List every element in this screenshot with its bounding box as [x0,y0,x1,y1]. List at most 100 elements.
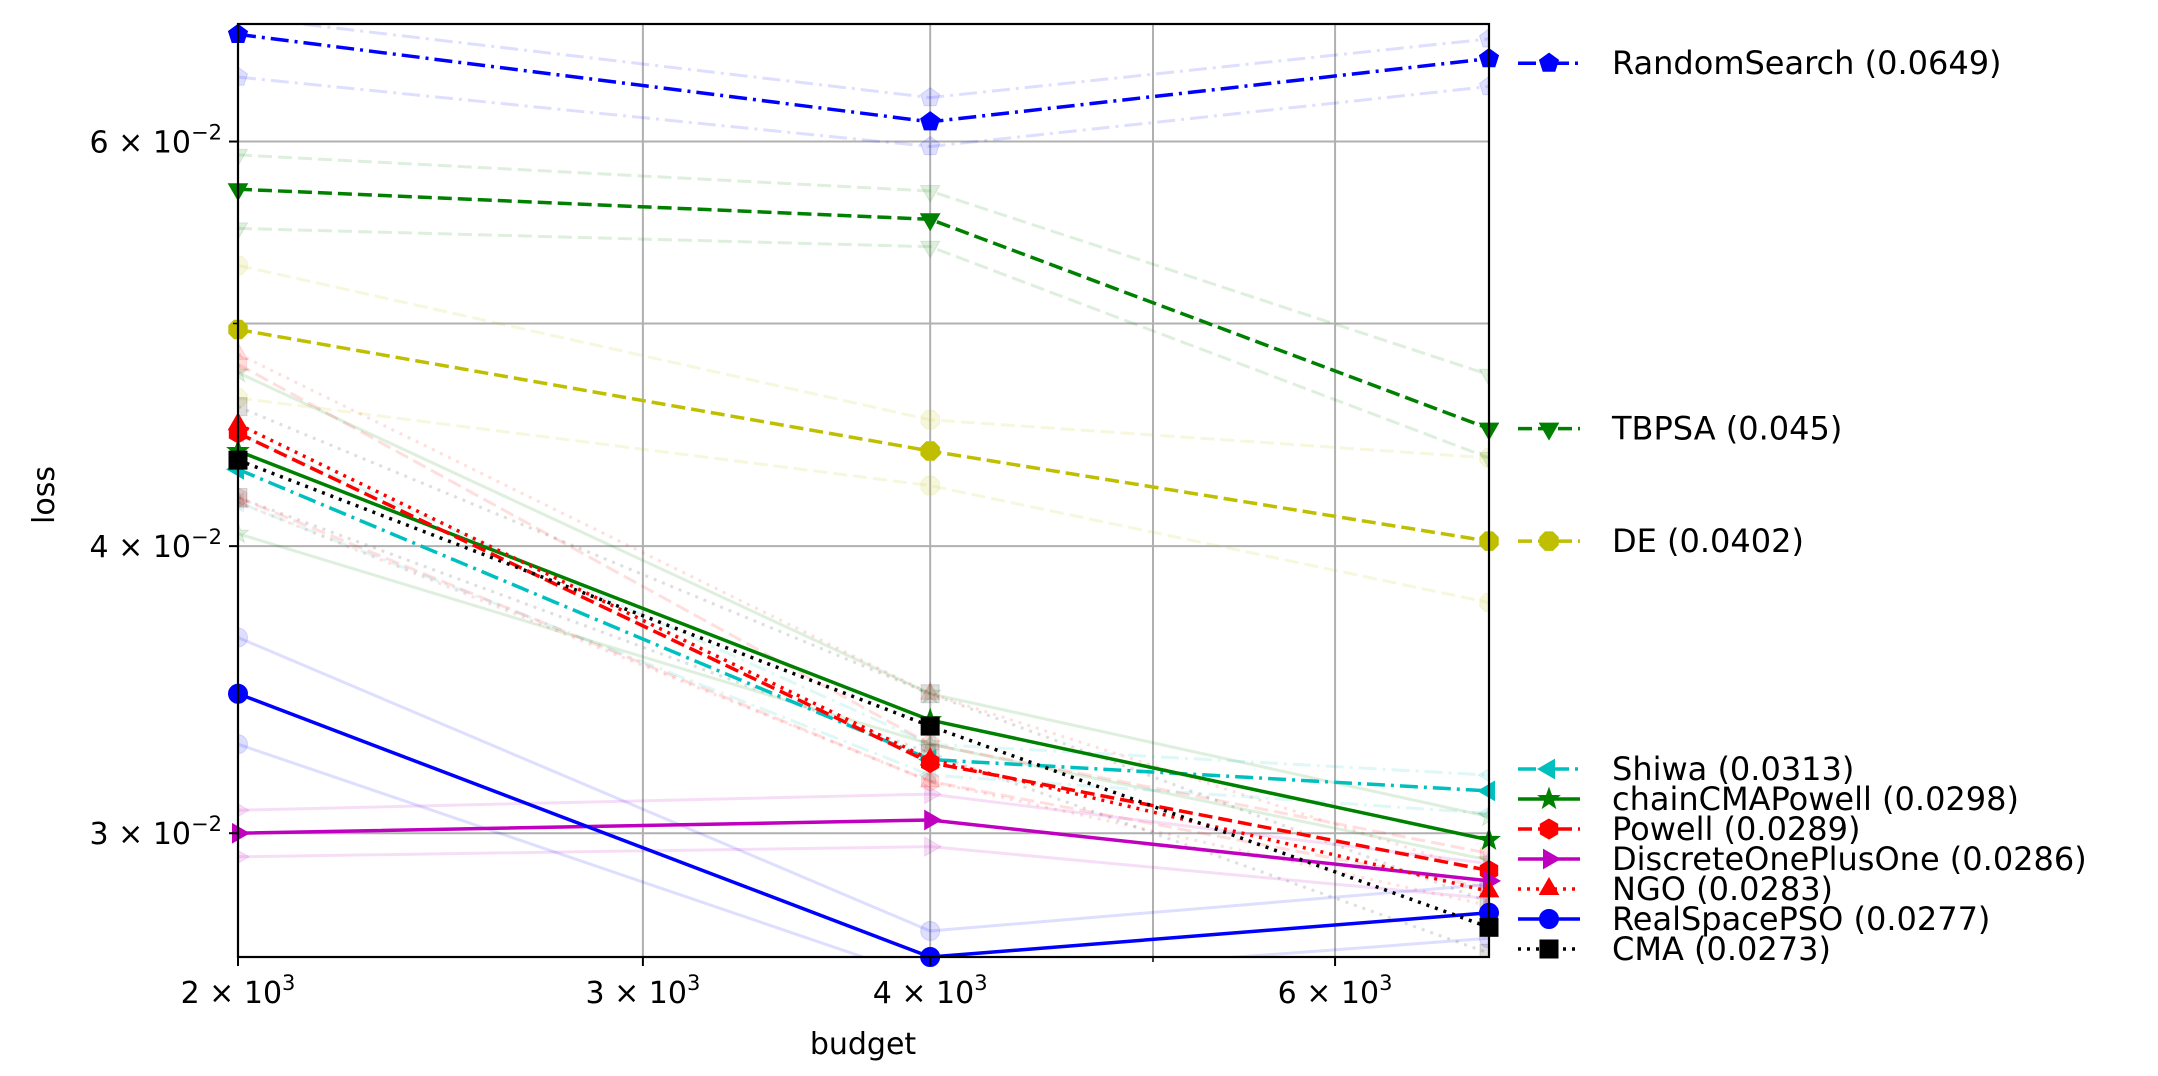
x-tick-label: 3 × 103 [585,971,700,1011]
legend-entry-chaincmapowell: chainCMAPowell (0.0298) [1518,780,2019,818]
faint-series-point [1478,451,1489,470]
legend-label: DiscreteOnePlusOne (0.0286) [1612,840,2087,878]
faint-series-point [920,86,941,107]
y-axis: 3 × 10−2 4 × 10−2 6 × 10−2 [90,121,238,852]
faint-series-point [238,353,248,375]
faint-series-line [238,636,1489,933]
faint-series-line [238,371,1489,819]
faint-series-point [238,734,248,755]
legend-entry-ngo: NGO (0.0283) [1518,870,1833,908]
faint-series-layer [238,24,1489,957]
legend-entry-shiwa: Shiwa (0.0313) [1518,750,1854,788]
faint-series-point [1479,892,1489,912]
legend-label: TBPSA (0.045) [1611,410,1842,448]
faint-series-point [921,770,940,792]
legend-entry-discreteoneplusone: DiscreteOnePlusOne (0.0286) [1518,840,2087,878]
faint-series-point [1477,804,1489,827]
faint-series-point [238,490,249,509]
faint-series-point [920,475,940,496]
legend-marker [1539,909,1559,929]
faint-series-point [238,222,249,241]
faint-series-line [238,226,1489,460]
x-axis-title: budget [810,1027,917,1062]
legend-entry-realspacepso: RealSpacePSO (0.0277) [1518,900,1990,938]
series-line-realspacepso [238,692,1489,957]
legend-label: CMA (0.0273) [1612,930,1831,968]
x-tick-label: 6 × 103 [1278,971,1393,1011]
faint-series-line [288,24,1489,100]
faint-series-line [238,431,1489,777]
faint-series-line [238,396,1489,605]
faint-series-point [238,487,248,507]
faint-series-line [238,405,1489,904]
data-point-cma [920,716,940,736]
legend-marker [1536,758,1555,780]
faint-series-point [1478,75,1489,96]
legend-marker [1538,52,1560,72]
faint-series-point [1479,592,1489,613]
faint-series-point [1477,768,1489,783]
series-layer [238,32,1489,957]
series-line-de [238,327,1489,543]
faint-series-line [238,496,1489,955]
legend: RandomSearch (0.0649) TBPSA (0.045) DE (0.… [1518,44,2087,968]
faint-series-point [924,836,943,857]
faint-series-point [924,783,943,805]
faint-series-line [238,496,1489,890]
faint-series-line [238,153,1489,377]
faint-series-point [238,66,249,86]
faint-series-point [238,148,249,167]
faint-series-line [238,75,1489,149]
faint-series-line [238,742,1489,957]
faint-series-point [238,255,248,276]
data-point-de [920,441,940,461]
faint-series-point [238,803,251,818]
plot-frame [236,22,1491,959]
legend-label: Powell (0.0289) [1612,810,1860,848]
faint-series-line [238,263,1489,460]
legend-marker [1537,786,1561,810]
faint-series-line [238,500,1489,908]
faint-series-point [1479,448,1489,468]
faint-series-point [1478,28,1489,48]
faint-series-point [920,920,941,941]
legend-entry-de: DE (0.0402) [1518,522,1804,560]
faint-series-line [238,352,1489,876]
faint-series-line [238,532,1489,862]
x-tick-label: 4 × 103 [873,971,988,1011]
faint-series-line [238,362,1489,855]
faint-series-point [920,684,940,704]
faint-series-point [238,486,248,509]
x-axis: 2 × 103 3 × 103 4 × 103 6 × 103 [181,957,1393,1011]
legend-entry-powell: Powell (0.0289) [1518,810,1860,848]
faint-series-line [238,845,1489,900]
faint-series-point [918,733,937,755]
legend-label: Shiwa (0.0313) [1612,750,1854,788]
data-point-ngo [919,747,941,766]
y-axis-title: loss [27,466,62,524]
faint-series-point [238,849,250,864]
faint-series-point [238,341,249,360]
faint-series-point [919,681,941,700]
faint-series-point [238,627,248,648]
faint-series-point [919,769,941,788]
faint-series-point [920,410,940,430]
faint-series-point [919,185,941,203]
data-point-discreteoneplusone [924,809,943,831]
series-line-randomsearch [238,32,1489,124]
series-line-discreteoneplusone [238,818,1489,883]
faint-series-point [1478,368,1489,387]
data-point-shiwa [1476,780,1495,802]
legend-marker [1539,531,1559,551]
legend-label: DE (0.0402) [1612,522,1804,560]
faint-series-point [238,397,248,417]
faint-series-point [238,24,245,26]
y-tick-label: 3 × 10−2 [90,812,222,852]
legend-marker [1538,422,1560,441]
faint-series-point [238,360,250,383]
faint-series-point [919,240,941,259]
x-tick-label: 2 × 103 [181,971,296,1011]
data-point-tbpsa [919,213,941,232]
legend-marker [1539,939,1559,959]
series-line-tbpsa [238,187,1489,431]
